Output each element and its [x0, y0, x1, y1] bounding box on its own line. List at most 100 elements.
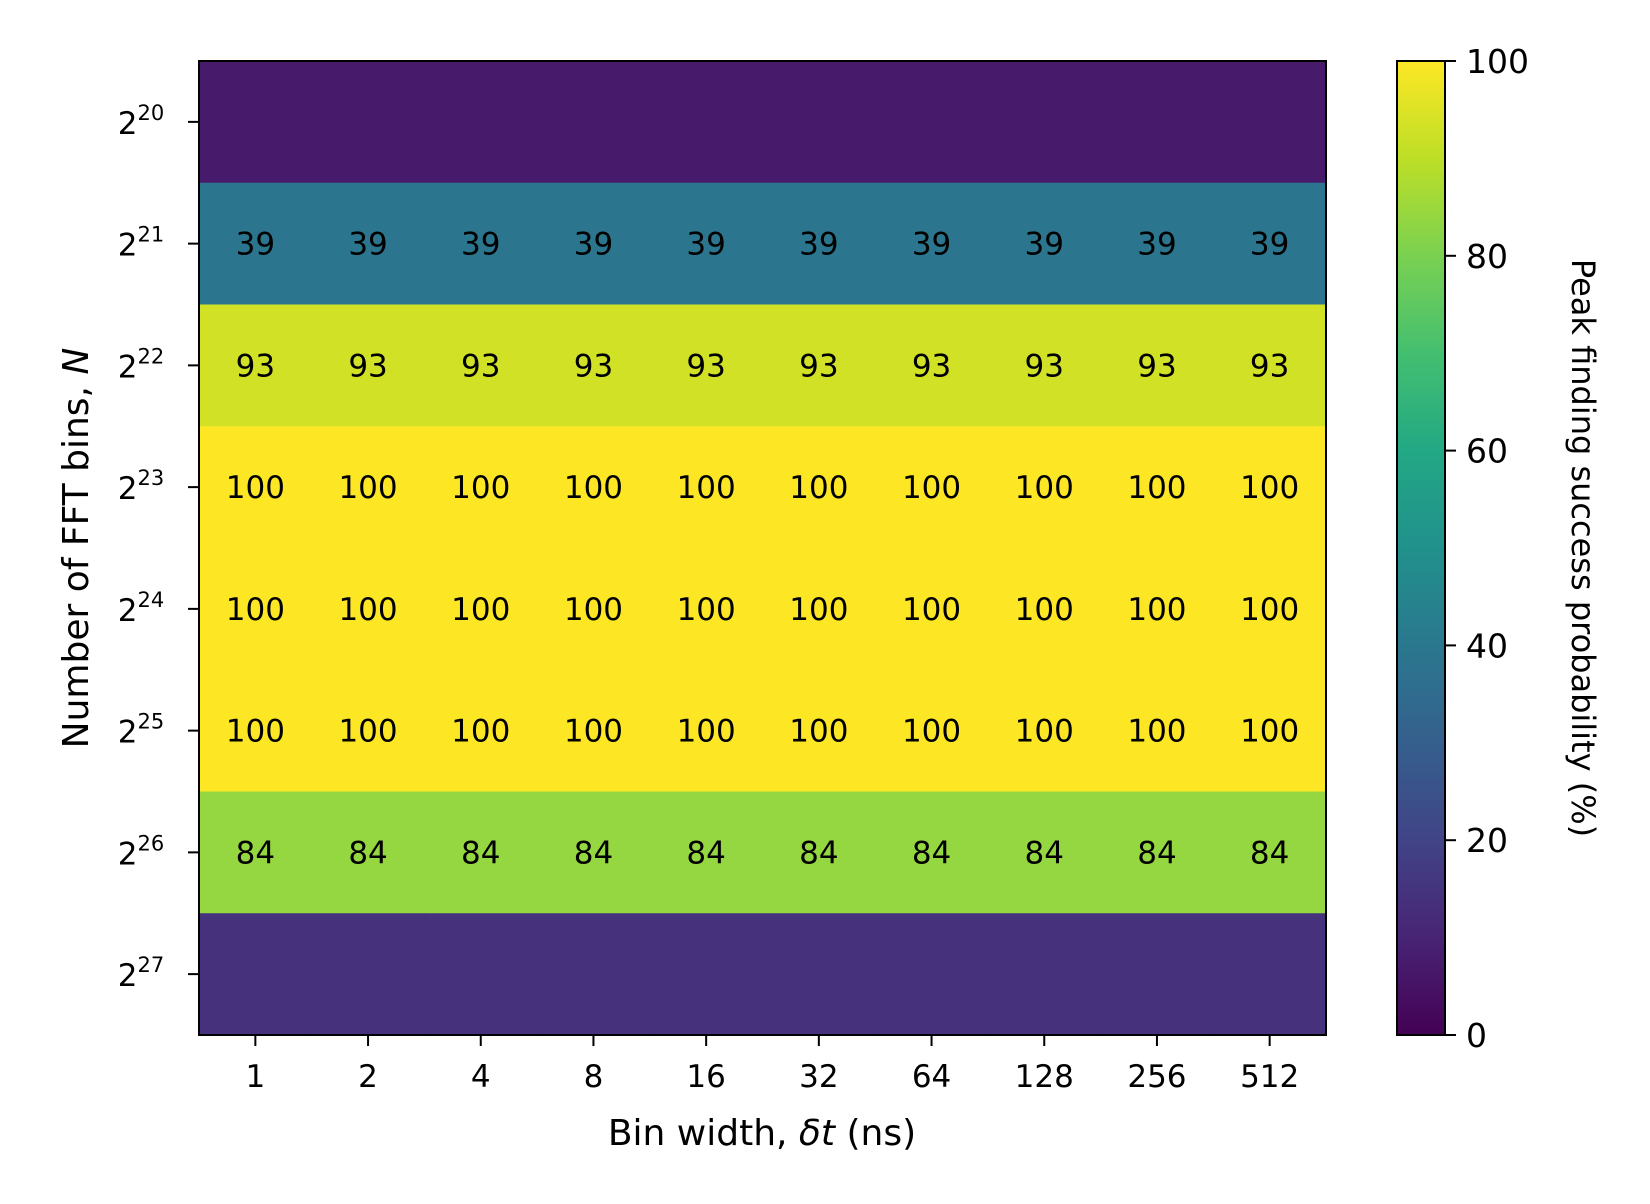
colorbar-tick-label: 0 — [1466, 1016, 1487, 1055]
cell-annotations: 39 39 39 39 39 39 39 39 39 39 93 93 93 93 93 93 93 93 93 93… — [226, 227, 1299, 872]
heatmap-cell — [311, 61, 425, 184]
heatmap-cell — [537, 182, 651, 305]
colorbar-tick-label: 80 — [1466, 237, 1508, 276]
cell-value-label: 39 — [1025, 227, 1064, 263]
heatmap-cell — [762, 548, 876, 671]
cell-value-label: 100 — [1015, 470, 1074, 506]
plot-frame — [198, 60, 1327, 1036]
heatmap-cell — [199, 669, 313, 792]
heatmap-cell — [199, 182, 313, 305]
heatmap-cell — [199, 548, 313, 671]
heatmap-cell — [1213, 304, 1327, 427]
heatmap-cell — [199, 304, 313, 427]
cell-value-label: 100 — [564, 714, 623, 750]
cell-value-label: 100 — [451, 592, 510, 628]
heatmap-cell — [875, 304, 989, 427]
heatmap-cell — [1100, 304, 1214, 427]
cell-value-label: 100 — [564, 592, 623, 628]
heatmap-cell — [311, 548, 425, 671]
heatmap-cell — [537, 913, 651, 1036]
heatmap-cell — [649, 669, 763, 792]
heatmap-cell — [424, 548, 538, 671]
cell-value-label: 100 — [226, 592, 285, 628]
colorbar-ticks: 0 20 40 60 80 100 — [1445, 42, 1529, 1055]
heatmap-cell — [1100, 669, 1214, 792]
heatmap-cell — [649, 182, 763, 305]
cell-value-label: 100 — [902, 592, 961, 628]
cell-value-label: 100 — [1015, 592, 1074, 628]
cell-value-label: 39 — [236, 227, 275, 263]
cell-value-label: 100 — [451, 470, 510, 506]
heatmap-cell — [649, 304, 763, 427]
heatmap-cell — [537, 426, 651, 549]
x-tick-label: 512 — [1240, 1059, 1299, 1095]
cell-value-label: 100 — [1127, 470, 1186, 506]
heatmap-cell — [762, 669, 876, 792]
cell-value-label: 93 — [1025, 348, 1064, 384]
cell-value-label: 39 — [1250, 227, 1289, 263]
cell-value-label: 100 — [677, 592, 736, 628]
y-tick-label: 227 — [118, 953, 164, 994]
heatmap-cell — [987, 913, 1102, 1036]
colorbar-tick-label: 100 — [1466, 42, 1529, 81]
heatmap-cell — [762, 426, 876, 549]
y-tick-label: 221 — [118, 223, 164, 264]
x-tick-label: 32 — [799, 1059, 838, 1095]
y-axis-ticks: 220 221 222 223 224 225 226 227 — [118, 101, 199, 994]
cell-value-label: 93 — [1250, 348, 1289, 384]
heatmap-cell — [199, 913, 313, 1036]
colorbar-label: Peak finding success probability (%) — [1564, 259, 1602, 837]
heatmap-cell — [649, 61, 763, 184]
x-tick-label: 8 — [584, 1059, 604, 1095]
heatmap-cell — [987, 61, 1102, 184]
heatmap-cell — [987, 182, 1102, 305]
heatmap-cell — [1213, 669, 1327, 792]
cell-value-label: 100 — [789, 470, 848, 506]
heatmap-cell — [424, 913, 538, 1036]
heatmap-cell — [1213, 913, 1327, 1036]
heatmap-cell — [311, 182, 425, 305]
cell-value-label: 84 — [574, 835, 613, 871]
cell-value-label: 100 — [677, 470, 736, 506]
heatmap-cell — [762, 791, 876, 914]
y-tick-label: 220 — [118, 101, 164, 142]
heatmap-cell — [875, 426, 989, 549]
colorbar-tick-label: 40 — [1466, 626, 1508, 665]
cell-value-label: 93 — [574, 348, 613, 384]
heatmap-cell — [875, 791, 989, 914]
x-tick-label: 2 — [358, 1059, 378, 1095]
y-tick-label: 225 — [118, 710, 164, 751]
cell-value-label: 100 — [338, 470, 397, 506]
heatmap-cell — [987, 548, 1102, 671]
cell-value-label: 84 — [686, 835, 725, 871]
heatmap-cell — [311, 791, 425, 914]
cell-value-label: 84 — [348, 835, 387, 871]
heatmap-cell — [987, 791, 1102, 914]
cell-value-label: 84 — [1025, 835, 1064, 871]
cell-value-label: 100 — [902, 470, 961, 506]
cell-value-label: 93 — [461, 348, 500, 384]
heatmap-cell — [537, 548, 651, 671]
heatmap-cell — [311, 426, 425, 549]
x-axis-label: Bin width, δt (ns) — [608, 1113, 916, 1154]
heatmap-cell — [1213, 548, 1327, 671]
heatmap-cell — [875, 61, 989, 184]
heatmap-cell — [424, 61, 538, 184]
x-tick-label: 256 — [1127, 1059, 1186, 1095]
x-tick-label: 64 — [912, 1059, 951, 1095]
heatmap-cell — [987, 304, 1102, 427]
heatmap-cell — [1100, 791, 1214, 914]
heatmap-cell — [199, 61, 313, 184]
cell-value-label: 93 — [799, 348, 838, 384]
heatmap-cell — [1100, 913, 1214, 1036]
heatmap-cell — [424, 791, 538, 914]
cell-value-label: 39 — [574, 227, 613, 263]
cell-value-label: 100 — [677, 714, 736, 750]
cell-value-label: 100 — [226, 714, 285, 750]
cell-value-label: 84 — [461, 835, 500, 871]
cell-value-label: 39 — [912, 227, 951, 263]
heatmap-cell — [649, 548, 763, 671]
cell-value-label: 100 — [1015, 714, 1074, 750]
heatmap-cell — [1100, 182, 1214, 305]
